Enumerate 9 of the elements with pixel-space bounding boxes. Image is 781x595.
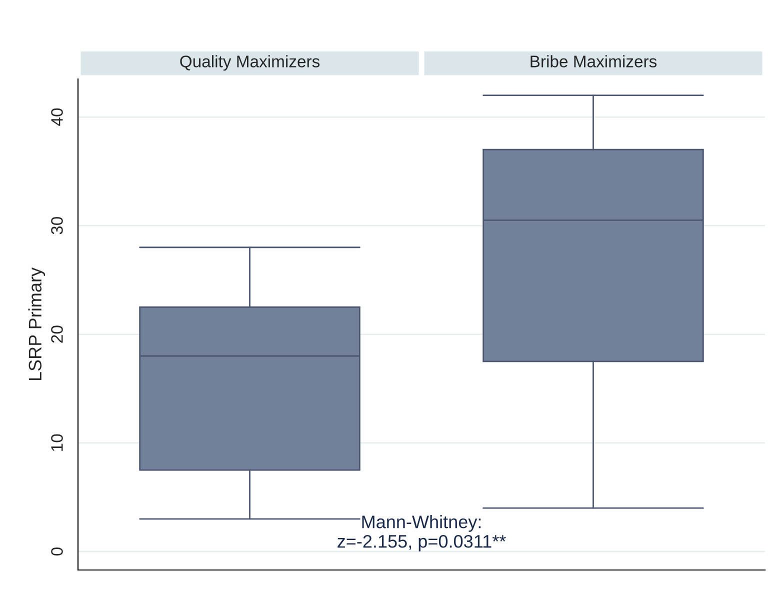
x-tick-label: Bribe Maximizers	[530, 55, 657, 68]
annotation: Mann-Whitney: z=-2.155, p=0.0311**	[338, 515, 506, 552]
y-tick-label: 30	[51, 217, 63, 234]
y-tick-label: 20	[51, 326, 63, 343]
y-axis-title: LSRP Primary	[28, 268, 46, 380]
y-tick-label: 0	[51, 548, 63, 556]
y-tick-label: 10	[51, 434, 63, 451]
y-tick-label: 40	[51, 108, 63, 126]
x-tick-label: Quality Maximizers	[180, 55, 320, 71]
